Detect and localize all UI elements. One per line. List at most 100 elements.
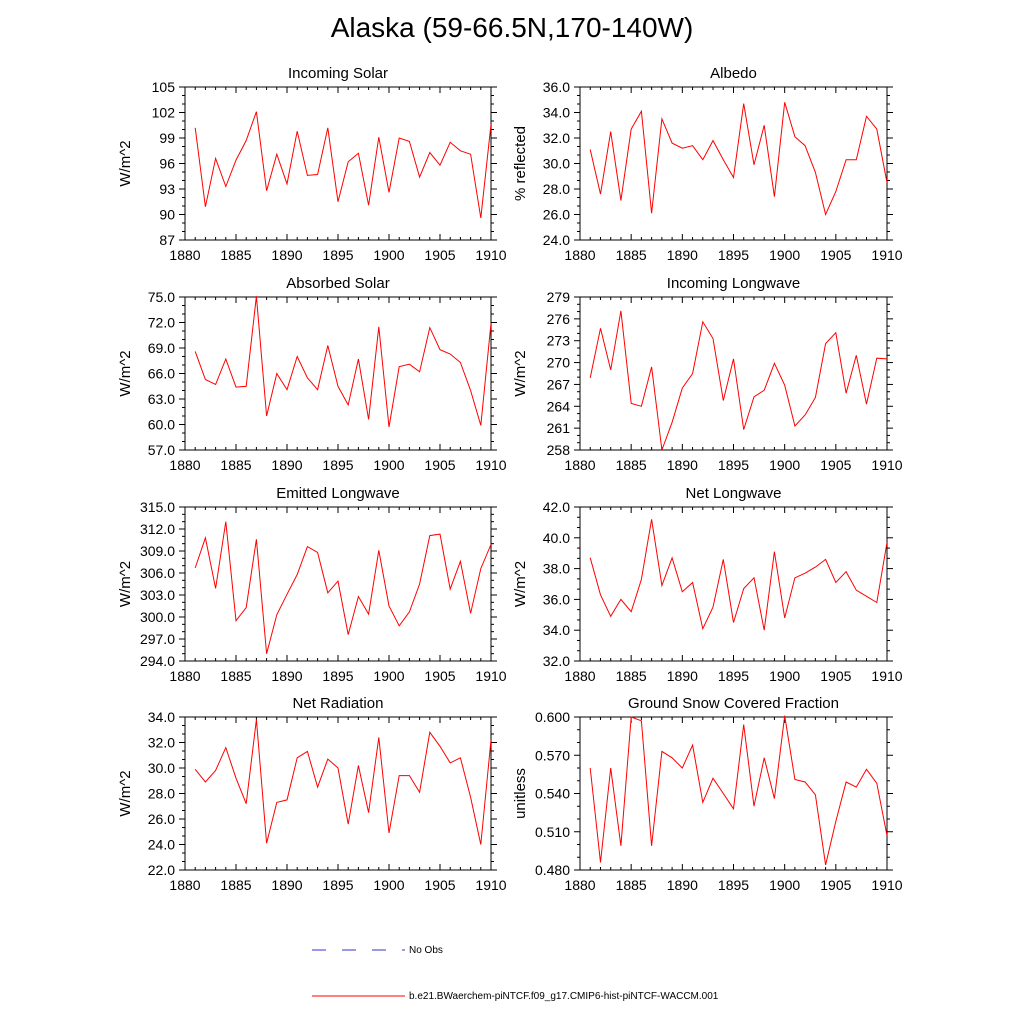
chart-title: Albedo (710, 65, 757, 82)
chart-panel: Incoming Longwave W/m^2 1880 1885 1890 1895 19… (512, 275, 903, 473)
chart-title: Net Longwave (686, 485, 782, 502)
x-tick-label: 1890 (271, 877, 302, 893)
y-tick-label: 24.0 (148, 837, 175, 853)
x-tick-label: 1900 (769, 877, 800, 893)
y-tick-label: 261 (547, 420, 571, 436)
chart-title: Incoming Longwave (667, 275, 800, 292)
x-tick-label: 1890 (271, 457, 302, 473)
page-title: Alaska (59-66.5N,170-140W) (330, 12, 694, 43)
chart-panel: Net Radiation W/m^2 1880 1885 1890 1895 1900 19… (117, 695, 507, 893)
x-tick-label: 1885 (220, 457, 251, 473)
y-axis-label: W/m^2 (117, 770, 134, 816)
y-tick-label: 300.0 (140, 609, 175, 625)
x-tick-label: 1905 (424, 877, 455, 893)
x-tick-label: 1900 (769, 668, 800, 684)
y-tick-label: 30.0 (148, 760, 175, 776)
x-tick-label: 1880 (169, 877, 200, 893)
y-axis-label: unitless (512, 768, 529, 819)
x-tick-label: 1900 (373, 247, 404, 263)
y-tick-label: 69.0 (148, 340, 175, 356)
y-tick-label: 297.0 (140, 631, 175, 647)
x-tick-label: 1905 (820, 247, 851, 263)
x-tick-label: 1910 (475, 668, 506, 684)
y-tick-label: 264 (547, 398, 571, 414)
y-tick-label: 0.600 (535, 709, 570, 725)
y-tick-label: 32.0 (543, 130, 570, 146)
chart-panel: Absorbed Solar W/m^2 1880 1885 1890 1895 1900 1… (117, 275, 507, 473)
y-tick-label: 0.540 (535, 786, 570, 802)
y-tick-label: 99 (159, 130, 175, 146)
y-tick-label: 38.0 (543, 561, 570, 577)
x-tick-label: 1910 (475, 457, 506, 473)
x-tick-label: 1885 (220, 668, 251, 684)
x-tick-label: 1880 (564, 877, 595, 893)
y-tick-label: 22.0 (148, 862, 175, 878)
x-tick-label: 1895 (718, 668, 749, 684)
plot-frame (579, 716, 888, 871)
chart-panel: Emitted Longwave W/m^2 1880 1885 1890 1895 190… (117, 485, 507, 684)
y-axis-label: W/m^2 (117, 140, 134, 186)
chart-title: Net Radiation (293, 695, 384, 712)
series-line (589, 715, 887, 866)
x-tick-label: 1885 (616, 247, 647, 263)
x-tick-label: 1910 (871, 877, 902, 893)
chart-title: Ground Snow Covered Fraction (628, 695, 839, 712)
y-tick-label: 87 (159, 232, 175, 248)
x-tick-label: 1890 (667, 457, 698, 473)
legend-model-label: b.e21.BWaerchem-piNTCF.f09_g17.CMIP6-his… (409, 991, 719, 1002)
plot-frame (184, 86, 492, 241)
x-tick-label: 1890 (667, 877, 698, 893)
plot-frame (579, 296, 888, 451)
y-tick-label: 36.0 (543, 591, 570, 607)
chart-panel: Incoming Solar W/m^2 1880 1885 1890 1895 1900 1… (117, 65, 507, 263)
y-tick-label: 28.0 (543, 181, 570, 197)
x-tick-label: 1905 (424, 457, 455, 473)
y-axis-label: % reflected (512, 126, 529, 201)
series-line (194, 719, 491, 845)
y-tick-label: 93 (159, 181, 175, 197)
x-tick-label: 1905 (820, 877, 851, 893)
plot-frame (184, 506, 492, 662)
y-tick-label: 66.0 (148, 366, 175, 382)
x-tick-label: 1905 (424, 668, 455, 684)
y-tick-label: 26.0 (543, 207, 570, 223)
x-tick-label: 1885 (220, 247, 251, 263)
y-tick-label: 258 (547, 442, 571, 458)
y-tick-label: 32.0 (148, 735, 175, 751)
x-tick-label: 1890 (667, 668, 698, 684)
y-tick-label: 276 (547, 311, 571, 327)
x-tick-label: 1890 (271, 668, 302, 684)
chart-panel: Net Longwave W/m^2 1880 1885 1890 1895 1900 190… (512, 485, 903, 684)
y-tick-label: 28.0 (148, 786, 175, 802)
y-tick-label: 30.0 (543, 156, 570, 172)
x-tick-label: 1895 (718, 247, 749, 263)
y-tick-label: 96 (159, 156, 175, 172)
y-axis-label: W/m^2 (117, 350, 134, 396)
x-tick-label: 1885 (616, 668, 647, 684)
y-tick-label: 34.0 (543, 622, 570, 638)
x-tick-label: 1895 (718, 877, 749, 893)
y-tick-label: 72.0 (148, 315, 175, 331)
x-tick-label: 1910 (871, 247, 902, 263)
y-axis-label: W/m^2 (512, 561, 529, 607)
y-tick-label: 36.0 (543, 79, 570, 95)
series-line (589, 519, 887, 631)
x-tick-label: 1910 (475, 247, 506, 263)
y-tick-label: 63.0 (148, 391, 175, 407)
chart-panel: Ground Snow Covered Fraction unitless 1880… (512, 695, 903, 893)
x-tick-label: 1880 (564, 457, 595, 473)
y-tick-label: 312.0 (140, 521, 175, 537)
y-tick-label: 270 (547, 355, 571, 371)
chart-title: Incoming Solar (288, 65, 388, 82)
series-line (194, 111, 491, 218)
x-tick-label: 1900 (373, 668, 404, 684)
x-tick-label: 1895 (322, 877, 353, 893)
x-tick-label: 1900 (373, 457, 404, 473)
x-tick-label: 1900 (769, 247, 800, 263)
y-tick-label: 0.570 (535, 747, 570, 763)
y-tick-label: 26.0 (148, 811, 175, 827)
y-tick-label: 303.0 (140, 587, 175, 603)
y-axis-label: W/m^2 (117, 561, 134, 607)
x-tick-label: 1910 (475, 877, 506, 893)
y-tick-label: 279 (547, 289, 571, 305)
